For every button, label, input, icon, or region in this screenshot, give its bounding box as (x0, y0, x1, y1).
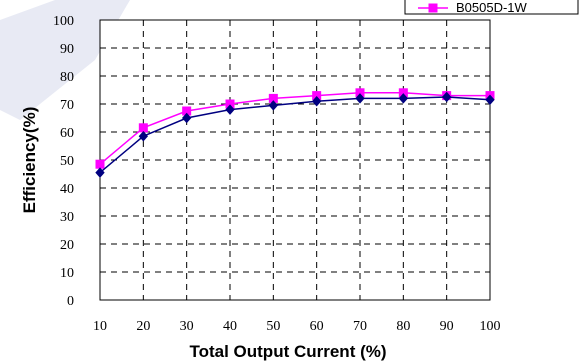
series-line (99, 92, 490, 165)
y-tick-label: 40 (60, 182, 74, 197)
legend-label: B0505D-1W (456, 0, 528, 15)
data-point-diamond (355, 93, 365, 104)
x-tick-label: 10 (93, 319, 107, 334)
y-tick-label: 70 (60, 98, 74, 113)
y-tick-labels: 0 10 20 30 40 50 60 70 80 90 100 (53, 14, 74, 309)
x-tick-label: 90 (440, 319, 454, 334)
data-point-diamond (181, 112, 192, 124)
x-tick-label: 80 (396, 319, 410, 334)
x-tick-label: 70 (353, 319, 367, 334)
y-tick-label: 90 (60, 42, 74, 57)
data-point-diamond (485, 94, 495, 106)
data-point-diamond (138, 130, 149, 142)
x-axis-label: Total Output Current (%) (189, 342, 386, 361)
series-0 (95, 91, 495, 178)
data-point-square (95, 159, 105, 169)
data-point-diamond (311, 95, 322, 107)
data-point-diamond (95, 167, 105, 178)
series-line (99, 96, 491, 174)
x-tick-label: 30 (180, 319, 194, 334)
x-tick-label: 100 (480, 319, 501, 334)
data-point-diamond (268, 100, 279, 111)
y-tick-label: 60 (60, 126, 74, 141)
data-point-diamond (441, 91, 452, 103)
data-point-diamond (398, 93, 409, 104)
y-tick-label: 30 (60, 210, 74, 225)
data-point-diamond (225, 104, 235, 115)
y-tick-label: 50 (60, 154, 74, 169)
x-tick-label: 40 (223, 319, 237, 334)
watermark-shape (0, 0, 130, 120)
y-tick-label: 20 (60, 238, 74, 253)
y-axis-label: Efficiency(%) (20, 107, 39, 214)
legend-marker (428, 3, 438, 13)
legend: B0505D-1W (404, 0, 579, 15)
data-point-square (138, 123, 148, 133)
x-tick-label: 50 (266, 319, 280, 334)
x-tick-label: 20 (136, 319, 150, 334)
y-tick-label: 0 (67, 294, 74, 309)
y-tick-label: 80 (60, 70, 74, 85)
x-tick-label: 60 (310, 319, 324, 334)
y-tick-label: 100 (53, 14, 74, 29)
series-group (95, 88, 495, 178)
y-tick-label: 10 (60, 266, 74, 281)
legend-box (404, 0, 579, 15)
x-tick-labels: 10 20 30 40 50 60 70 80 90 100 (93, 319, 501, 334)
grid-lines (100, 20, 490, 300)
